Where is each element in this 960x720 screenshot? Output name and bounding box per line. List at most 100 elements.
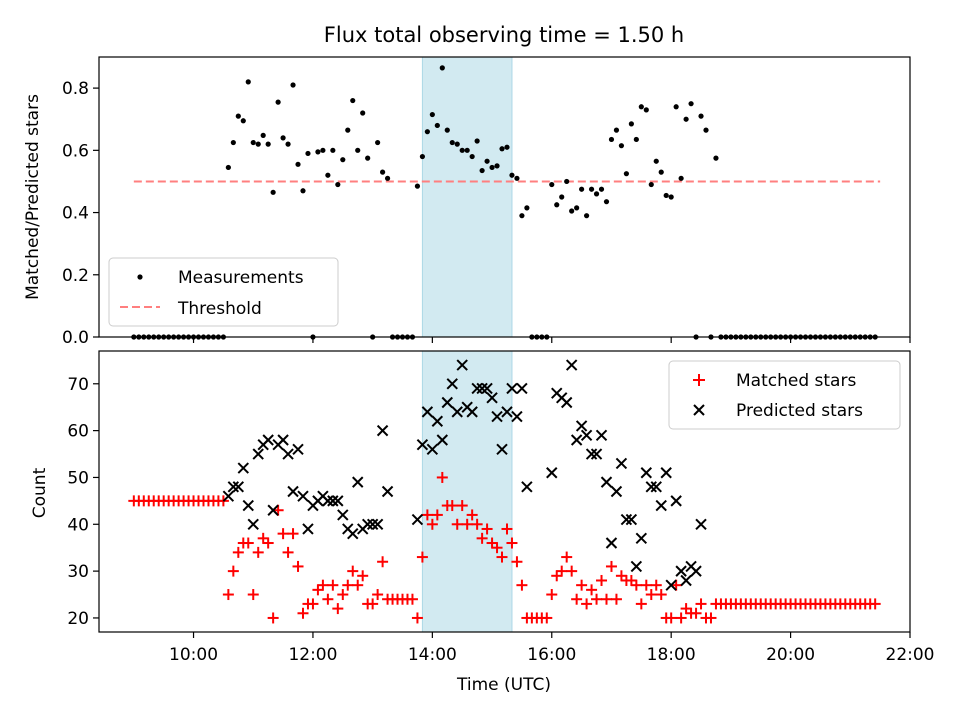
measurement-point (703, 127, 709, 133)
measurement-point (648, 181, 654, 188)
predicted-star-point (615, 457, 628, 470)
matched-star-point (342, 579, 354, 591)
matched-star-point (436, 471, 448, 483)
predicted-star-stroke (381, 485, 394, 498)
measurement-point (633, 136, 639, 143)
matched-star-point (695, 598, 707, 610)
measurement-point (240, 118, 246, 124)
measurement-point (554, 202, 560, 208)
predicted-star-point (605, 537, 618, 549)
predicted-star-point (640, 467, 653, 479)
measurement-point (569, 208, 575, 214)
measurement-point (225, 164, 231, 171)
measurement-point (574, 205, 580, 211)
measurement-point (285, 141, 291, 147)
x-tick-label: 20:00 (766, 645, 815, 665)
predicted-star-point (506, 382, 518, 395)
predicted-star-point (371, 518, 384, 530)
measurement-point (628, 121, 634, 127)
predicted-star-point (471, 382, 483, 395)
predicted-star-point (247, 518, 259, 530)
measurement-point (295, 161, 301, 167)
legend-measurements-marker (137, 274, 143, 280)
predicted-star-stroke (237, 462, 249, 474)
predicted-star-point (441, 396, 453, 409)
measurement-point (579, 186, 585, 192)
predicted-star-stroke (610, 485, 623, 498)
predicted-star-stroke (615, 457, 628, 470)
matched-star-point (282, 546, 294, 558)
matched-star-point (317, 579, 329, 591)
matched-star-point (297, 607, 309, 619)
matched-star-point (596, 574, 608, 586)
predicted-star-point (600, 476, 613, 488)
measurement-point (668, 194, 674, 200)
x-tick-label: 18:00 (647, 645, 696, 665)
matched-star-point (451, 518, 463, 530)
predicted-star-point (546, 467, 558, 479)
matched-star-point (481, 523, 493, 535)
matched-star-point (665, 612, 677, 624)
y-tick-label: 0.0 (62, 328, 89, 348)
predicted-star-stroke (635, 532, 648, 545)
measurement-point (509, 172, 515, 178)
measurement-point (683, 116, 689, 122)
matched-star-point (561, 551, 573, 563)
legend-threshold-label: Threshold (177, 299, 262, 319)
measurement-point (365, 155, 371, 161)
predicted-star-point (292, 443, 304, 456)
measurement-point (549, 181, 555, 188)
y-tick-label: 0.4 (62, 204, 89, 224)
matched-star-point (416, 551, 428, 563)
measurement-point (678, 175, 684, 181)
predicted-star-point (650, 481, 662, 493)
predicted-star-stroke (327, 495, 339, 507)
measurement-point (330, 147, 336, 153)
predicted-star-point (282, 448, 294, 460)
measurement-point (608, 136, 615, 143)
predicted-star-point (222, 490, 235, 502)
measurement-point (489, 164, 495, 171)
measurement-point (519, 213, 525, 219)
predicted-star-stroke (670, 495, 682, 507)
matched-star-point (650, 579, 662, 591)
matched-star-point (566, 565, 578, 577)
measurement-point (290, 82, 296, 88)
bottom-plot-area (98, 350, 911, 633)
predicted-star-stroke (590, 448, 603, 460)
matched-star-point (456, 500, 468, 512)
measurement-point (673, 104, 679, 110)
predicted-star-stroke (247, 518, 259, 530)
predicted-star-point (426, 443, 439, 456)
matched-star-point (292, 560, 304, 572)
y-tick-label: 0.8 (62, 79, 89, 99)
matched-star-point (411, 612, 423, 624)
matched-star-point (446, 500, 458, 512)
measurement-point (454, 141, 460, 147)
matched-star-point (586, 584, 598, 596)
predicted-star-point (590, 448, 603, 460)
predicted-star-stroke (431, 415, 444, 427)
predicted-star-point (361, 518, 374, 530)
matched-star-point (576, 579, 588, 591)
predicted-star-point (337, 509, 349, 521)
measurement-point (355, 147, 361, 153)
matched-star-point (377, 556, 389, 568)
predicted-star-stroke (560, 396, 573, 409)
predicted-star-stroke (371, 518, 384, 530)
bottom-y-axis-label: Count (30, 467, 50, 518)
predicted-star-stroke (546, 467, 558, 479)
matched-star-point (640, 579, 652, 591)
measurement-point (315, 149, 321, 155)
matched-star-point (227, 565, 239, 577)
predicted-star-point (625, 513, 638, 526)
predicted-star-stroke (491, 410, 503, 423)
predicted-star-stroke (466, 406, 478, 418)
matched-star-point (327, 579, 339, 591)
matched-star-point (307, 598, 319, 610)
predicted-star-stroke (376, 424, 389, 437)
predicted-star-stroke (690, 565, 702, 577)
predicted-star-stroke (421, 406, 434, 418)
predicted-star-point (381, 485, 394, 498)
